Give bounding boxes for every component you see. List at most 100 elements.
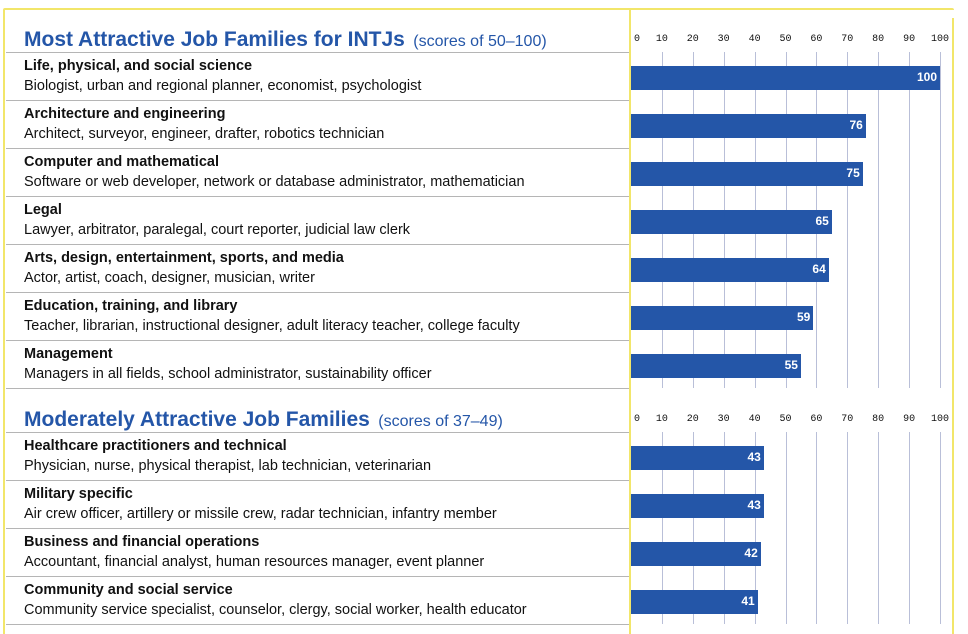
- chart-subtitle: (scores of 37–49): [378, 413, 503, 430]
- chart-row: Management Managers in all fields, school…: [0, 340, 968, 388]
- category-name: Legal: [24, 202, 62, 218]
- row-rule: [6, 196, 629, 197]
- bar-value-label: 43: [747, 450, 761, 464]
- category-name: Management: [24, 346, 113, 362]
- row-rule: [6, 100, 629, 101]
- category-name: Community and social service: [24, 582, 233, 598]
- row-rule: [6, 148, 629, 149]
- category-name: Education, training, and library: [24, 298, 238, 314]
- chart-row: Legal Lawyer, arbitrator, paralegal, cour…: [0, 196, 968, 244]
- category-name: Life, physical, and social science: [24, 58, 253, 74]
- tick-label-100: 100: [930, 34, 950, 45]
- gridline-80: [878, 52, 880, 388]
- gridline-100: [940, 52, 941, 388]
- chart-row: Computer and mathematical Software or web…: [0, 148, 968, 196]
- bar: 76: [631, 114, 866, 138]
- tick-label-90: 90: [903, 414, 916, 425]
- gridline-90: [909, 432, 911, 624]
- bar-value-label: 65: [815, 214, 829, 228]
- bar: 64: [631, 258, 829, 282]
- bar: 43: [631, 494, 764, 518]
- chart-title: Most Attractive Job Families for INTJs: [24, 28, 405, 51]
- category-examples: Software or web developer, network or da…: [24, 174, 525, 190]
- category-examples: Air crew officer, artillery or missile c…: [24, 506, 497, 522]
- chart-row: Education, training, and library Teacher,…: [0, 292, 968, 340]
- tick-label-50: 50: [779, 34, 792, 45]
- chart-row: Life, physical, and social science Biolog…: [0, 52, 968, 100]
- category-name: Arts, design, entertainment, sports, and…: [24, 250, 344, 266]
- category-name: Business and financial operations: [24, 534, 260, 550]
- section-title: Most Attractive Job Families for INTJs (…: [24, 28, 547, 52]
- bar: 43: [631, 446, 764, 470]
- chart-row: Architecture and engineering Architect, s…: [0, 100, 968, 148]
- section-header: Moderately Attractive Job Families (scor…: [0, 392, 968, 432]
- frame-divider: [629, 8, 631, 634]
- tick-label-0: 0: [633, 34, 641, 45]
- tick-label-10: 10: [655, 34, 668, 45]
- header-rule: [6, 432, 629, 433]
- frame-top-border-right: [629, 8, 954, 10]
- category-examples: Managers in all fields, school administr…: [24, 366, 432, 382]
- gridline-90: [909, 52, 911, 388]
- bar-value-label: 100: [916, 70, 937, 84]
- bar-value-label: 75: [846, 166, 860, 180]
- bar-value-label: 42: [744, 546, 758, 560]
- chart-row: Arts, design, entertainment, sports, and…: [0, 244, 968, 292]
- tick-label-20: 20: [686, 34, 699, 45]
- section-bottom-rule: [6, 624, 629, 625]
- tick-label-80: 80: [872, 34, 885, 45]
- tick-label-60: 60: [810, 34, 823, 45]
- bar: 75: [631, 162, 863, 186]
- gridline-30: [723, 432, 725, 624]
- row-rule: [6, 340, 629, 341]
- bar: 100: [631, 66, 940, 90]
- bar: 55: [631, 354, 801, 378]
- category-name: Military specific: [24, 486, 133, 502]
- chart-row: Healthcare practitioners and technical Ph…: [0, 432, 968, 480]
- gridline-10: [661, 432, 663, 624]
- category-name: Healthcare practitioners and technical: [24, 438, 287, 454]
- bar-value-label: 55: [784, 358, 798, 372]
- row-rule: [6, 244, 629, 245]
- category-examples: Community service specialist, counselor,…: [24, 602, 527, 618]
- bar-value-label: 43: [747, 498, 761, 512]
- frame-left-border: [3, 10, 5, 634]
- frame-top-border: [3, 8, 629, 10]
- tick-label-70: 70: [841, 414, 854, 425]
- bar-value-label: 41: [741, 594, 755, 608]
- gridline-80: [878, 432, 880, 624]
- gridline-50: [785, 432, 787, 624]
- tick-label-20: 20: [686, 414, 699, 425]
- category-examples: Actor, artist, coach, designer, musician…: [24, 270, 315, 286]
- category-examples: Accountant, financial analyst, human res…: [24, 554, 485, 570]
- tick-label-70: 70: [841, 34, 854, 45]
- tick-label-40: 40: [748, 34, 761, 45]
- chart-subtitle: (scores of 50–100): [413, 33, 547, 50]
- row-rule: [6, 292, 629, 293]
- category-name: Computer and mathematical: [24, 154, 219, 170]
- category-examples: Lawyer, arbitrator, paralegal, court rep…: [24, 222, 411, 238]
- gridline-40: [754, 432, 756, 624]
- tick-label-80: 80: [872, 414, 885, 425]
- gridline-100: [940, 432, 941, 624]
- bar: 42: [631, 542, 761, 566]
- gridline-60: [816, 432, 818, 624]
- chart-row: Military specific Air crew officer, artil…: [0, 480, 968, 528]
- tick-label-30: 30: [717, 414, 730, 425]
- header-rule: [6, 52, 629, 53]
- tick-label-30: 30: [717, 34, 730, 45]
- chart-title: Moderately Attractive Job Families: [24, 408, 370, 431]
- bar-value-label: 76: [849, 118, 863, 132]
- tick-label-0: 0: [633, 414, 641, 425]
- category-examples: Biologist, urban and regional planner, e…: [24, 78, 422, 94]
- chart-row: Business and financial operations Account…: [0, 528, 968, 576]
- bar: 41: [631, 590, 758, 614]
- tick-label-40: 40: [748, 414, 761, 425]
- bar: 65: [631, 210, 832, 234]
- tick-label-60: 60: [810, 414, 823, 425]
- category-name: Architecture and engineering: [24, 106, 226, 122]
- row-rule: [6, 528, 629, 529]
- section-title: Moderately Attractive Job Families (scor…: [24, 408, 503, 432]
- category-examples: Teacher, librarian, instructional design…: [24, 318, 520, 334]
- bar-value-label: 59: [796, 310, 811, 324]
